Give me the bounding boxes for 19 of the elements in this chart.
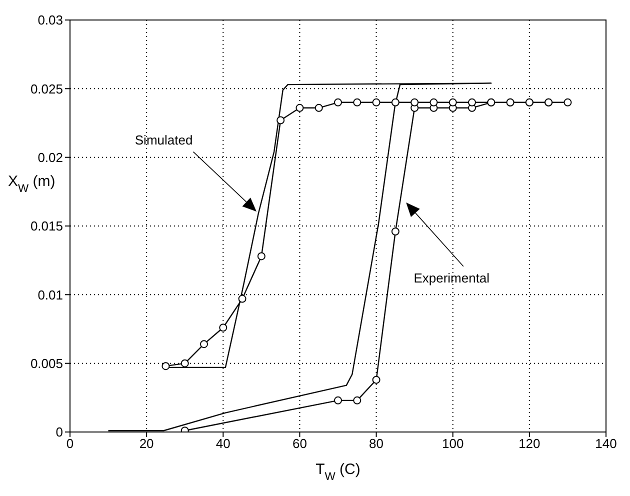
- x-tick-label: 80: [369, 436, 384, 452]
- x-tick-label: 100: [442, 436, 464, 452]
- y-tick-label: 0.02: [38, 150, 63, 165]
- x-tick-label: 60: [292, 436, 307, 452]
- x-axis-title: T$_{W}$ (C): [316, 461, 360, 483]
- y-tick-label: 0.015: [30, 218, 63, 234]
- y-tick-label: 0.01: [38, 287, 63, 302]
- y-tick-label: 0.03: [38, 12, 63, 28]
- y-axis-title: X$_{W}$ (m): [8, 173, 56, 195]
- x-tick-label: 20: [139, 436, 154, 452]
- x-tick-label: 0: [66, 436, 74, 452]
- y-tick-label: 0.025: [30, 81, 63, 96]
- annotation: Experimental: [414, 270, 490, 286]
- x-tick-label: 120: [518, 436, 540, 452]
- x-tick-label: 140: [595, 436, 617, 452]
- annotation: Simulated: [134, 132, 193, 148]
- x-tick-label: 40: [216, 436, 230, 452]
- y-tick-label: 0: [56, 424, 63, 440]
- y-tick-label: 0.005: [30, 356, 63, 371]
